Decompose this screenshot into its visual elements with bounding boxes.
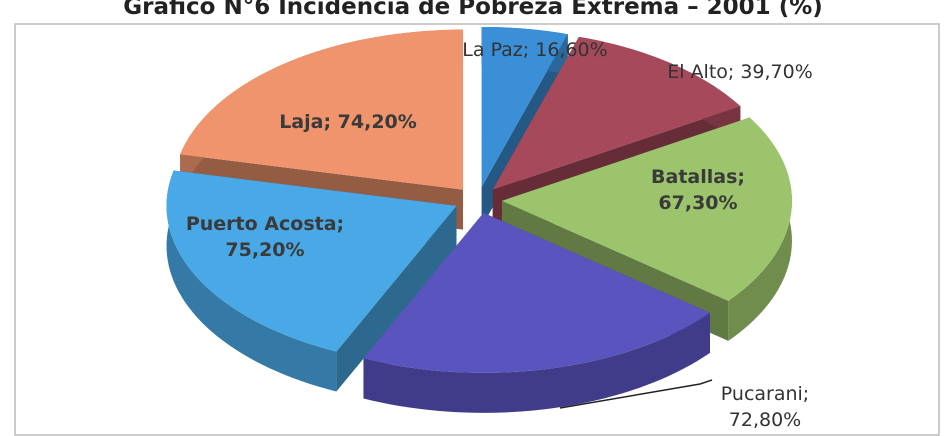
pie — [166, 26, 792, 413]
slice-side — [336, 205, 457, 392]
chart-frame — [14, 23, 940, 436]
data-label: Batallas; 67,30% — [651, 166, 745, 214]
slice — [363, 212, 710, 413]
data-label: La Paz; 16,60% — [462, 39, 608, 61]
leader-line — [559, 379, 713, 409]
slice-wall — [166, 170, 337, 392]
slice — [166, 170, 457, 392]
slice-top — [481, 26, 568, 187]
slice-top — [363, 212, 710, 373]
slice-top — [166, 170, 457, 352]
slice-wall — [363, 312, 710, 413]
data-label: Laja; 74,20% — [279, 111, 417, 133]
chart-title: Gráfico N°6 Incidencia de Pobreza Extrem… — [123, 0, 823, 20]
slice-top — [492, 36, 741, 190]
slice-top — [180, 29, 464, 190]
data-label: Puerto Acosta; 75,20% — [185, 213, 345, 261]
slice-top — [501, 117, 792, 301]
data-label: Pucarani; 72,80% — [720, 383, 810, 431]
data-label: El Alto; 39,70% — [667, 61, 813, 83]
